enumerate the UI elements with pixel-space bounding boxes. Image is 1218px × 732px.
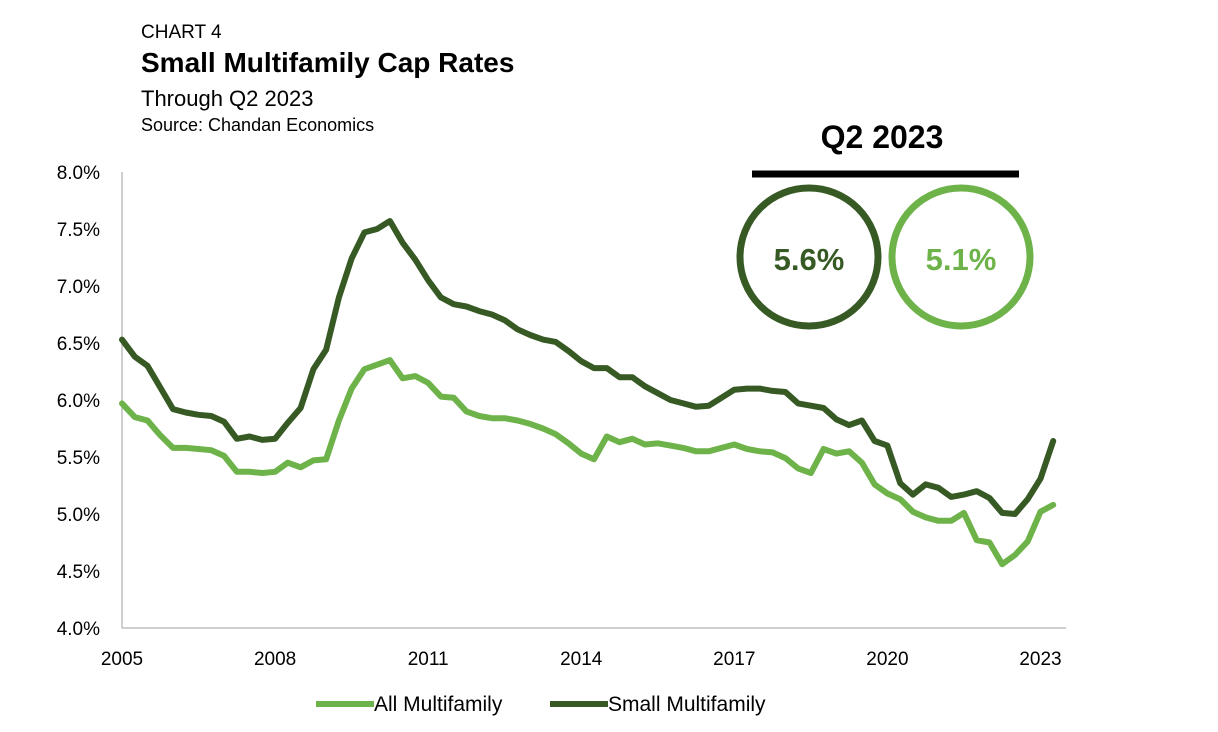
x-tick-label: 2008 (254, 649, 296, 670)
all-multifamily-line (119, 357, 1057, 568)
chart-axes (121, 172, 1066, 629)
all-multifamily-badge (888, 184, 1034, 330)
y-tick-label: 8.0% (57, 163, 100, 184)
chart-title: Small Multifamily Cap Rates (141, 47, 515, 78)
small-multifamily-badge (736, 184, 882, 330)
chart-source: Source: Chandan Economics (141, 115, 375, 135)
x-tick-label: 2005 (101, 649, 143, 670)
small-multifamily-line (119, 218, 1057, 517)
legend: All Multifamily Small Multifamily (316, 693, 766, 716)
y-axis-ticks: 4.0% 4.5% 5.0% 5.5% 6.0% 6.5% 7.0% 7.5% 8.0% (57, 163, 100, 640)
chart-kicker: CHART 4 (141, 22, 222, 43)
x-tick-label: 2014 (560, 649, 603, 670)
y-tick-label: 6.0% (57, 391, 100, 412)
x-axis-ticks: 2005 2008 2011 2014 2017 2020 2023 (101, 649, 1062, 670)
y-tick-label: 7.0% (57, 277, 100, 298)
y-tick-label: 4.5% (57, 562, 100, 583)
legend-label-all-multifamily: All Multifamily (374, 693, 503, 716)
x-tick-label: 2017 (713, 649, 755, 670)
callout-title: Q2 2023 (821, 119, 944, 155)
y-tick-label: 4.0% (57, 619, 100, 640)
legend-label-small-multifamily: Small Multifamily (608, 693, 766, 716)
x-tick-label: 2011 (408, 649, 449, 670)
small-multifamily-value: 5.6% (774, 242, 845, 277)
y-tick-label: 5.0% (57, 505, 100, 526)
y-tick-label: 6.5% (57, 334, 100, 355)
x-tick-label: 2023 (1019, 649, 1061, 670)
y-tick-label: 7.5% (57, 220, 100, 241)
chart-subtitle: Through Q2 2023 (141, 86, 314, 111)
series-layer (119, 218, 1057, 568)
x-tick-label: 2020 (866, 649, 908, 670)
y-tick-label: 5.5% (57, 448, 100, 469)
q2-callout: Q2 2023 5.6% 5.1% (736, 119, 1034, 330)
all-multifamily-value: 5.1% (926, 242, 997, 277)
